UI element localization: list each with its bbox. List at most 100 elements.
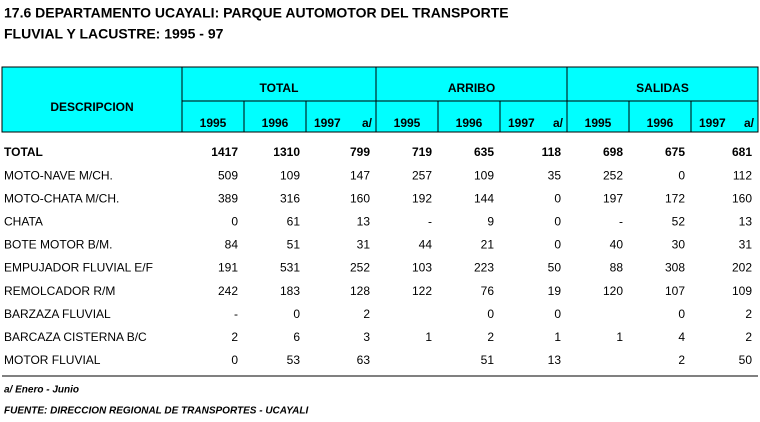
cell: 144 <box>474 191 494 205</box>
cell: 197 <box>603 191 623 205</box>
cell: 31 <box>739 238 753 252</box>
row-label: BARZAZA FLUVIAL <box>4 307 111 321</box>
cell: 51 <box>481 353 495 367</box>
cell: 191 <box>218 261 238 275</box>
year-header: 1995 <box>585 116 612 130</box>
cell: 202 <box>732 261 752 275</box>
footnote: a/ Enero - Junio <box>4 385 79 396</box>
cell: 681 <box>732 145 752 159</box>
cell: 0 <box>231 214 238 228</box>
row-label: EMPUJADOR FLUVIAL E/F <box>4 261 153 275</box>
group-header: SALIDAS <box>636 81 689 95</box>
cell: 13 <box>739 214 753 228</box>
row-label: TOTAL <box>4 145 43 159</box>
row-label: CHATA <box>4 214 43 228</box>
row-label: BARCAZA CISTERNA B/C <box>4 330 147 344</box>
cell: 252 <box>603 168 623 182</box>
cell: 183 <box>280 284 300 298</box>
cell: 118 <box>542 145 562 159</box>
cell: 2 <box>363 307 370 321</box>
cell: 531 <box>280 261 300 275</box>
cell: - <box>428 214 432 228</box>
cell: 0 <box>231 353 238 367</box>
cell: 0 <box>487 307 494 321</box>
cell: 257 <box>412 168 432 182</box>
cell: 192 <box>412 191 432 205</box>
cell: 308 <box>665 261 685 275</box>
cell: 51 <box>287 238 301 252</box>
cell: 223 <box>474 261 494 275</box>
cell: 13 <box>548 353 562 367</box>
cell: 30 <box>672 238 686 252</box>
row-label: MOTOR FLUVIAL <box>4 353 101 367</box>
cell: 122 <box>412 284 432 298</box>
cell: 50 <box>739 353 753 367</box>
cell: 52 <box>672 214 686 228</box>
cell: 316 <box>280 191 300 205</box>
cell: 109 <box>280 168 300 182</box>
cell: 128 <box>350 284 370 298</box>
year-note: a/ <box>744 116 755 130</box>
cell: 112 <box>733 168 752 182</box>
cell: 1310 <box>273 145 300 159</box>
cell: 160 <box>350 191 370 205</box>
cell: - <box>619 214 623 228</box>
cell: 160 <box>732 191 752 205</box>
cell: 2 <box>745 330 752 344</box>
year-note: a/ <box>362 116 373 130</box>
cell: 0 <box>554 191 561 205</box>
year-note: a/ <box>553 116 564 130</box>
year-header: 1995 <box>200 116 227 130</box>
cell: 1 <box>425 330 432 344</box>
cell: 509 <box>218 168 238 182</box>
cell: 109 <box>474 168 494 182</box>
cell: 44 <box>419 238 433 252</box>
title: FLUVIAL Y LACUSTRE: 1995 - 97 <box>4 26 224 42</box>
cell: 635 <box>474 145 494 159</box>
cell: 0 <box>678 307 685 321</box>
cell: 242 <box>218 284 238 298</box>
cell: 88 <box>610 261 624 275</box>
cell: 2 <box>487 330 494 344</box>
cell: 675 <box>665 145 685 159</box>
cell: 21 <box>481 238 495 252</box>
cell: 698 <box>603 145 623 159</box>
table-header <box>1 66 759 133</box>
cell: 53 <box>287 353 301 367</box>
cell: 6 <box>293 330 300 344</box>
cell: 35 <box>548 168 562 182</box>
cell: 1 <box>554 330 561 344</box>
cell: 63 <box>357 353 371 367</box>
cell: 103 <box>412 261 432 275</box>
title: 17.6 DEPARTAMENTO UCAYALI: PARQUE AUTOMO… <box>4 5 509 21</box>
year-header: 1996 <box>262 116 289 130</box>
cell: 76 <box>481 284 495 298</box>
cell: 0 <box>554 238 561 252</box>
source: FUENTE: DIRECCION REGIONAL DE TRANSPORTE… <box>4 406 308 417</box>
cell: 50 <box>548 261 562 275</box>
year-header: 1995 <box>394 116 421 130</box>
group-header: ARRIBO <box>448 81 495 95</box>
year-header: 1997 <box>508 116 535 130</box>
cell: 120 <box>603 284 623 298</box>
cell: - <box>234 307 238 321</box>
cell: 172 <box>665 191 685 205</box>
cell: 107 <box>665 284 685 298</box>
cell: 2 <box>678 353 685 367</box>
cell: 40 <box>610 238 624 252</box>
cell: 84 <box>225 238 239 252</box>
cell: 0 <box>678 168 685 182</box>
cell: 19 <box>548 284 562 298</box>
cell: 4 <box>678 330 685 344</box>
cell: 719 <box>412 145 432 159</box>
cell: 389 <box>218 191 238 205</box>
cell: 109 <box>732 284 752 298</box>
row-label: MOTO-CHATA M/CH. <box>4 191 119 205</box>
cell: 13 <box>357 214 371 228</box>
column-header: DESCRIPCION <box>50 100 133 114</box>
cell: 0 <box>554 307 561 321</box>
year-header: 1997 <box>699 116 726 130</box>
cell: 31 <box>357 238 371 252</box>
year-header: 1996 <box>647 116 674 130</box>
